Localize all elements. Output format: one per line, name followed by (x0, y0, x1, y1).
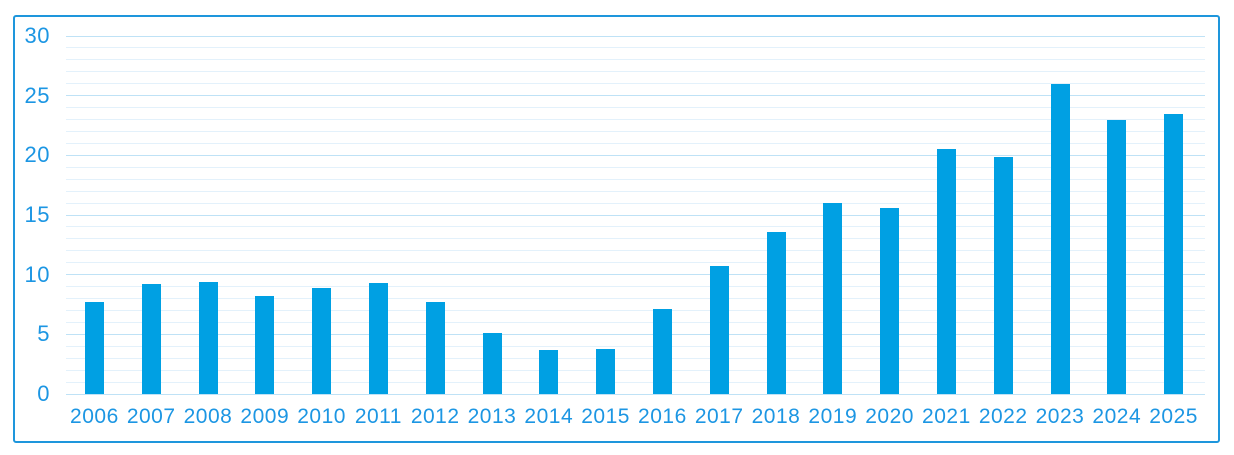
bar-2020 (880, 207, 900, 394)
gridline-28 (66, 59, 1205, 61)
gridline-4 (66, 345, 1205, 347)
bar-2014 (539, 349, 559, 394)
gridline-30 (66, 35, 1205, 37)
x-tick-label-2015: 2015 (581, 405, 630, 428)
gridline-21 (66, 142, 1205, 144)
bar-2011 (368, 283, 388, 394)
x-tick-label-2014: 2014 (524, 405, 574, 428)
x-tick-label-2021: 2021 (922, 405, 971, 428)
gridline-25 (66, 95, 1205, 97)
y-tick-label-0: 0 (37, 381, 50, 406)
x-tick-label-2012: 2012 (410, 405, 460, 428)
x-tick-label-2020: 2020 (865, 405, 914, 428)
x-tick-label-2006: 2006 (70, 405, 119, 428)
bar-2021 (936, 149, 956, 394)
bar-2018 (766, 231, 786, 394)
x-tick-label-2010: 2010 (297, 405, 346, 428)
gridline-18 (66, 178, 1205, 180)
gridline-22 (66, 131, 1205, 132)
gridline-16 (66, 202, 1205, 204)
chart-border-frame (13, 15, 1220, 443)
gridline-15 (66, 214, 1205, 216)
x-tick-label-2018: 2018 (751, 405, 801, 428)
y-tick-label-30: 30 (24, 23, 50, 48)
gridline-13 (66, 238, 1205, 240)
gridline-29 (66, 47, 1205, 49)
gridline-24 (66, 107, 1205, 109)
x-tick-label-2023: 2023 (1035, 405, 1085, 428)
bar-2009 (255, 296, 275, 394)
bar-2006 (84, 302, 104, 394)
bar-2023 (1050, 83, 1070, 394)
x-tick-label-2007: 2007 (126, 405, 176, 428)
x-tick-label-2009: 2009 (240, 405, 290, 428)
gridline-10 (66, 274, 1205, 276)
gridline-0 (66, 393, 1205, 395)
bar-2013 (482, 333, 502, 394)
gridline-9 (66, 286, 1205, 288)
gridline-7 (66, 310, 1205, 311)
y-tick-label-10: 10 (24, 261, 50, 287)
y-tick-label-25: 25 (24, 82, 50, 108)
bar-2025 (1164, 113, 1184, 394)
y-tick-label-5: 5 (37, 321, 50, 347)
bar-2022 (993, 156, 1013, 394)
x-tick-label-2013: 2013 (467, 405, 517, 428)
x-tick-label-2017: 2017 (694, 405, 744, 428)
bar-2019 (823, 203, 843, 394)
gridline-20 (66, 154, 1205, 156)
gridline-27 (66, 71, 1205, 73)
bar-2007 (141, 284, 161, 394)
x-tick-label-2016: 2016 (638, 405, 687, 428)
x-tick-label-2025: 2025 (1149, 405, 1198, 428)
bar-2010 (312, 287, 332, 394)
gridline-2 (66, 369, 1205, 371)
gridline-8 (66, 298, 1205, 299)
x-tick-label-2019: 2019 (808, 405, 858, 428)
gridline-26 (66, 83, 1205, 85)
gridline-3 (66, 357, 1205, 359)
gridline-12 (66, 250, 1205, 252)
y-tick-label-15: 15 (24, 202, 50, 227)
bar-2008 (198, 281, 218, 394)
gridline-11 (66, 262, 1205, 264)
gridline-5 (66, 333, 1205, 335)
y-tick-label-20: 20 (24, 142, 50, 168)
bar-2015 (596, 348, 616, 394)
gridline-23 (66, 119, 1205, 120)
gridline-6 (66, 321, 1205, 323)
gridline-17 (66, 190, 1205, 192)
x-tick-label-2008: 2008 (183, 405, 233, 428)
x-tick-label-2011: 2011 (354, 405, 402, 428)
x-tick-label-2024: 2024 (1092, 405, 1142, 428)
x-tick-label-2022: 2022 (978, 405, 1028, 428)
bar-2017 (709, 266, 729, 394)
gridline-14 (66, 226, 1205, 228)
gridline-1 (66, 381, 1205, 383)
gridline-19 (66, 166, 1205, 168)
bar-2012 (425, 302, 445, 394)
bar-2016 (652, 309, 672, 394)
bar-2024 (1107, 119, 1127, 394)
